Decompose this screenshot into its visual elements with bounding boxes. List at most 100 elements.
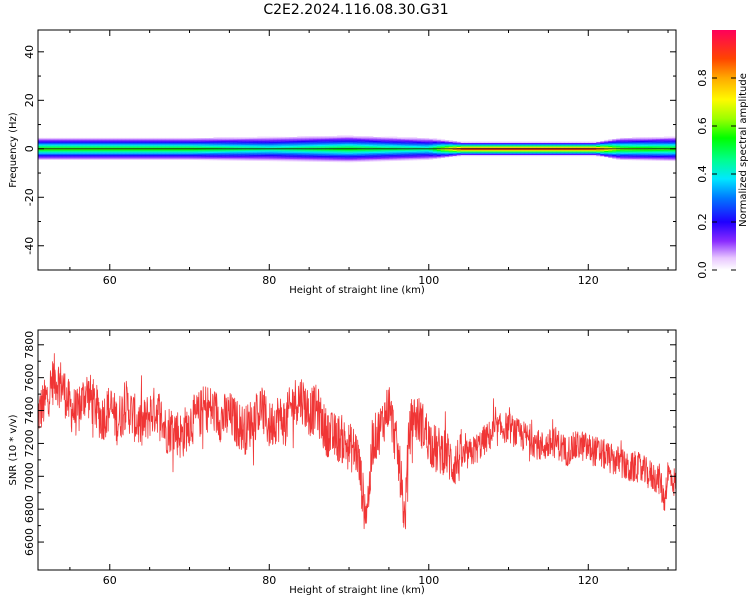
heatmap-cell [45, 153, 51, 156]
heatmap-cell [45, 143, 51, 146]
heatmap-cell [181, 158, 186, 160]
heatmap-cell [568, 141, 573, 143]
heatmap-cell [45, 148, 51, 151]
heatmap-cell [444, 143, 450, 146]
heatmap-cell [452, 147, 458, 149]
heatmap-cell [73, 156, 79, 158]
heatmap-cell [38, 153, 43, 156]
heatmap-cell [173, 152, 178, 154]
heatmap-cell [596, 155, 601, 157]
heatmap-cell [516, 153, 521, 156]
heatmap-cell [177, 157, 182, 159]
heatmap-cell [428, 154, 434, 156]
heatmap-cell [209, 155, 214, 157]
heatmap-cell [588, 143, 593, 146]
heatmap-cell [177, 143, 182, 146]
heatmap-cell [436, 154, 442, 156]
heatmap-cell [157, 152, 163, 154]
heatmap-cell [105, 151, 111, 153]
heatmap-cell [285, 153, 290, 156]
heatmap-cell [664, 155, 669, 158]
heatmap-cell [616, 152, 621, 154]
heatmap-cell [660, 147, 665, 149]
heatmap-cell [161, 141, 166, 143]
heatmap-cell [249, 146, 254, 148]
heatmap-cell [169, 150, 174, 152]
heatmap-cell [476, 148, 482, 151]
heatmap-cell [305, 137, 310, 139]
heatmap-cell [432, 144, 438, 146]
heatmap-cell [261, 157, 266, 159]
heatmap-cell [668, 153, 673, 155]
heatmap-cell [245, 152, 250, 154]
heatmap-cell [564, 154, 569, 157]
heatmap-cell [408, 146, 414, 149]
heatmap-cell [173, 158, 178, 160]
heatmap-cell [632, 143, 637, 145]
heatmap-cell [321, 150, 326, 153]
heatmap-cell [221, 149, 226, 151]
heatmap-cell [165, 156, 170, 158]
heatmap-cell [133, 143, 139, 146]
heatmap-cell [668, 140, 673, 142]
heatmap-cell [197, 142, 202, 145]
heatmap-cell [396, 155, 402, 158]
heatmap-cell [313, 159, 318, 161]
heatmap-cell [668, 143, 673, 146]
heatmap-cell [412, 154, 418, 156]
heatmap-cell [528, 145, 533, 147]
heatmap-cell [416, 146, 422, 149]
heatmap-cell [305, 151, 310, 154]
heatmap-cell [672, 139, 676, 141]
heatmap-cell [285, 157, 290, 159]
heatmap-cell [253, 158, 258, 160]
heatmap-cell [620, 141, 625, 143]
heatmap-cell [576, 141, 581, 143]
heatmap-cell [420, 139, 426, 141]
heatmap-cell [105, 141, 111, 143]
heatmap-cell [121, 142, 127, 145]
heatmap-cell [608, 149, 613, 151]
heatmap-cell [65, 158, 71, 160]
heatmap-cell [652, 144, 657, 147]
heatmap-cell [388, 143, 394, 146]
heatmap-cell [133, 152, 139, 154]
heatmap-cell [229, 147, 234, 149]
heatmap-cell [496, 141, 501, 143]
heatmap-cell [584, 153, 589, 156]
heatmap-cell [353, 146, 358, 148]
heatmap-cell [584, 143, 589, 146]
heatmap-cell [345, 135, 350, 137]
heatmap-cell [636, 150, 641, 152]
heatmap-cell [345, 159, 350, 162]
heatmap-cell [488, 148, 493, 151]
heatmap-cell [73, 150, 79, 152]
heatmap-cell [436, 144, 442, 147]
heatmap-cell [644, 138, 649, 140]
heatmap-cell [209, 145, 214, 147]
heatmap-cell [69, 148, 75, 151]
heatmap-cell [353, 137, 358, 140]
heatmap-cell [117, 150, 123, 152]
heatmap-cell [93, 152, 99, 154]
heatmap-cell [289, 141, 294, 144]
heatmap-cell [333, 155, 338, 158]
heatmap-cell [349, 148, 354, 151]
spectrogram-x-label: Height of straight line (km) [289, 285, 425, 296]
heatmap-cell [632, 151, 637, 153]
heatmap-cell [253, 142, 258, 144]
heatmap-cell [424, 151, 430, 153]
heatmap-cell [528, 146, 533, 148]
heatmap-cell [580, 151, 585, 153]
heatmap-cell [648, 138, 653, 140]
heatmap-cell [77, 140, 83, 142]
heatmap-cell [273, 137, 278, 140]
heatmap-cell [141, 151, 147, 153]
snr-y-tick-label: 6800 [23, 495, 36, 523]
heatmap-cell [305, 156, 310, 159]
heatmap-cell [580, 142, 585, 145]
heatmap-cell [329, 152, 334, 154]
heatmap-cell [317, 158, 322, 160]
heatmap-cell [360, 147, 366, 149]
heatmap-cell [668, 137, 673, 140]
